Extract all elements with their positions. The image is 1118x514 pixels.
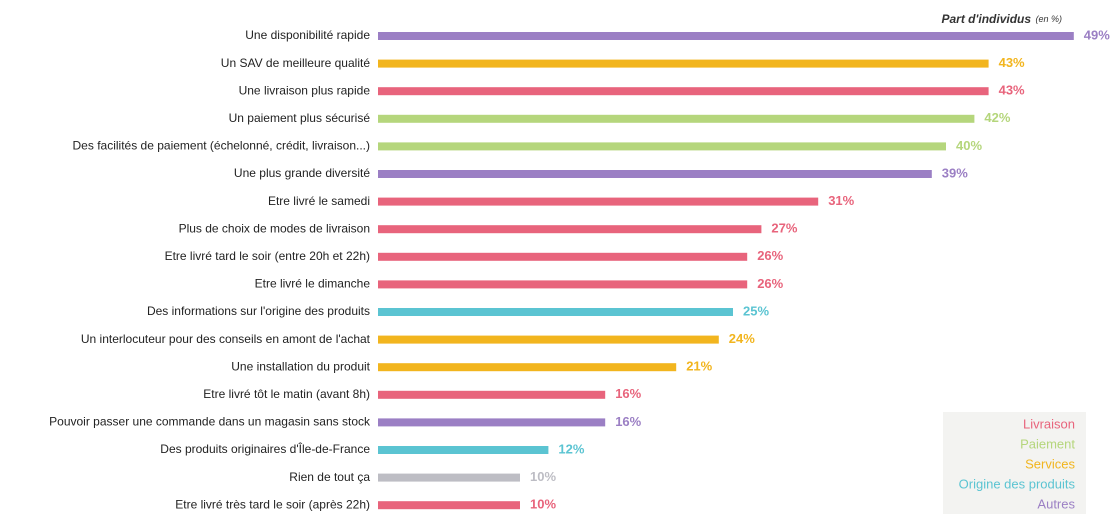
bar	[378, 114, 975, 123]
bar	[378, 32, 1074, 40]
value-label: 39%	[942, 165, 968, 180]
value-label: 26%	[757, 248, 783, 263]
value-label: 25%	[743, 303, 769, 318]
category-label: Un paiement plus sécurisé	[229, 111, 371, 125]
bar	[378, 170, 932, 178]
value-label: 10%	[530, 469, 556, 484]
bar	[378, 390, 606, 399]
value-label: 43%	[999, 55, 1025, 70]
bar	[378, 142, 946, 151]
bar	[378, 418, 606, 427]
bar	[378, 473, 520, 482]
category-label: Une livraison plus rapide	[239, 83, 371, 97]
axis-title: Part d'individus (en %)	[942, 11, 1063, 28]
legend-entry: Livraison	[1023, 416, 1075, 431]
value-label: 26%	[757, 276, 783, 291]
axis-unit: (en %)	[1035, 14, 1062, 24]
category-label: Etre livré tard le soir (entre 20h et 22…	[165, 249, 370, 263]
bar	[378, 87, 989, 96]
bar	[378, 446, 549, 454]
value-label: 49%	[1084, 27, 1110, 42]
bar	[378, 308, 733, 316]
value-label: 10%	[530, 497, 556, 512]
bar	[378, 197, 819, 206]
category-label: Plus de choix de modes de livraison	[179, 221, 370, 235]
value-label: 12%	[558, 441, 584, 456]
category-label: Etre livré le dimanche	[255, 277, 371, 291]
axis-title-text: Part d'individus	[942, 12, 1032, 26]
category-label: Des facilités de paiement (échelonné, cr…	[73, 139, 370, 153]
legend-entry: Paiement	[1020, 436, 1075, 451]
category-label: Une disponibilité rapide	[245, 28, 370, 42]
category-label: Une plus grande diversité	[234, 166, 370, 180]
value-label: 40%	[956, 138, 982, 153]
value-label: 24%	[729, 331, 755, 346]
category-label: Un SAV de meilleure qualité	[221, 56, 371, 70]
bar	[378, 501, 520, 510]
category-label: Des informations sur l'origine des produ…	[147, 304, 370, 318]
bar	[378, 363, 677, 372]
legend-entry: Services	[1025, 456, 1075, 471]
value-label: 31%	[828, 193, 854, 208]
bar	[378, 335, 719, 344]
legend-entry: Origine des produits	[959, 476, 1076, 491]
value-label: 16%	[615, 386, 641, 401]
bar	[378, 252, 748, 261]
category-label: Pouvoir passer une commande dans un maga…	[49, 415, 371, 429]
legend-entry: Autres	[1037, 496, 1075, 511]
bar	[378, 280, 748, 289]
category-label: Une installation du produit	[231, 359, 370, 373]
category-label: Etre livré le samedi	[268, 194, 370, 208]
value-label: 42%	[984, 110, 1010, 125]
bar	[378, 225, 762, 234]
bar	[378, 59, 989, 68]
value-label: 43%	[999, 83, 1025, 98]
value-label: 16%	[615, 414, 641, 429]
legend-box	[943, 412, 1086, 514]
category-label: Etre livré très tard le soir (après 22h)	[175, 497, 370, 511]
value-label: 21%	[686, 359, 712, 374]
value-label: 27%	[771, 221, 797, 236]
category-label: Des produits originaires d'Île-de-France	[160, 441, 370, 456]
category-label: Un interlocuteur pour des conseils en am…	[81, 332, 371, 346]
category-label: Etre livré tôt le matin (avant 8h)	[203, 387, 370, 401]
category-label: Rien de tout ça	[289, 470, 370, 484]
